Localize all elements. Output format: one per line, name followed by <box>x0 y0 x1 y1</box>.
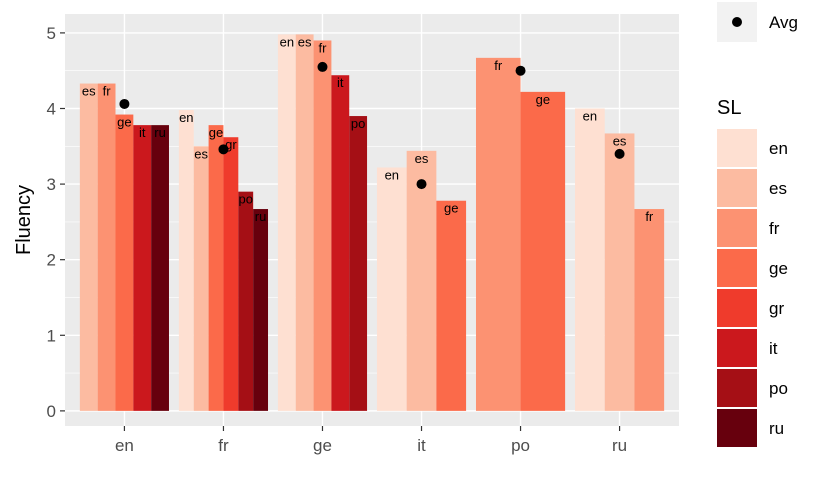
bar-label-ru-es: es <box>613 133 627 148</box>
bar-label-it-en: en <box>385 167 399 182</box>
bar-ge-po <box>349 116 368 411</box>
x-tick-label-po: po <box>511 436 530 455</box>
bar-label-en-fr: fr <box>103 84 112 99</box>
bar-label-ge-es: es <box>298 34 312 49</box>
legend-label-ru: ru <box>769 419 784 438</box>
legend-swatch-fr <box>717 209 757 247</box>
bar-label-fr-po: po <box>238 192 252 207</box>
bar-label-po-ge: ge <box>536 92 550 107</box>
bar-label-fr-en: en <box>179 110 193 125</box>
x-tick-label-it: it <box>417 436 426 455</box>
legend-label-en: en <box>769 139 788 158</box>
y-tick-label: 1 <box>47 326 56 345</box>
legend-avg-label: Avg <box>769 13 798 32</box>
bar-fr-ru <box>253 209 269 411</box>
bar-label-en-ge: ge <box>117 115 131 130</box>
bar-label-fr-ru: ru <box>255 209 267 224</box>
x-tick-label-fr: fr <box>218 436 229 455</box>
bar-ge-fr <box>313 40 332 411</box>
y-axis-title: Fluency <box>13 185 35 255</box>
bar-label-fr-es: es <box>194 146 208 161</box>
avg-point-fr <box>218 144 229 155</box>
bar-label-ge-po: po <box>351 116 365 131</box>
legend-label-po: po <box>769 379 788 398</box>
bar-it-es <box>406 150 437 411</box>
avg-point-it <box>416 179 427 190</box>
avg-points-layer <box>119 61 625 190</box>
bar-fr-po <box>238 191 254 411</box>
bar-en-it <box>133 125 152 411</box>
bar-label-en-ru: ru <box>154 125 166 140</box>
bar-label-it-ge: ge <box>444 201 458 216</box>
bar-ru-es <box>604 133 635 411</box>
bar-en-fr <box>97 83 116 411</box>
bar-label-en-it: it <box>139 125 146 140</box>
bar-it-ge <box>436 200 467 411</box>
bar-label-ge-fr: fr <box>319 40 328 55</box>
bar-it-en <box>376 167 407 411</box>
bar-label-ru-en: en <box>583 108 597 123</box>
bar-po-fr <box>475 57 521 411</box>
y-tick-label: 4 <box>47 99 56 118</box>
bar-po-ge <box>520 91 566 411</box>
avg-point-en <box>119 98 130 109</box>
avg-point-ge <box>317 61 328 72</box>
legend-avg-dot <box>732 17 742 27</box>
legend-label-gr: gr <box>769 299 784 318</box>
bar-label-fr-ge: ge <box>209 125 223 140</box>
y-tick-label: 2 <box>47 251 56 270</box>
legend-label-fr: fr <box>769 219 780 238</box>
x-tick-label-ru: ru <box>612 436 627 455</box>
bars-layer <box>79 34 665 411</box>
bar-ge-es <box>295 34 314 411</box>
y-tick-label: 3 <box>47 175 56 194</box>
bar-fr-es <box>193 146 209 411</box>
legend-swatch-po <box>717 369 757 407</box>
legend: Avg SL en es fr ge gr it po ru <box>717 2 798 447</box>
y-tick-label: 5 <box>47 24 56 43</box>
legend-swatch-es <box>717 169 757 207</box>
bar-en-es <box>79 83 98 411</box>
bar-label-ge-en: en <box>280 34 294 49</box>
bar-ge-en <box>277 34 296 411</box>
legend-label-it: it <box>769 339 778 358</box>
bar-ge-it <box>331 75 350 411</box>
bar-ru-en <box>575 108 605 411</box>
legend-swatch-ge <box>717 249 757 287</box>
legend-label-ge: ge <box>769 259 788 278</box>
bar-fr-ge <box>208 125 224 411</box>
legend-title: SL <box>717 97 741 119</box>
bar-label-it-es: es <box>415 151 429 166</box>
bar-label-en-es: es <box>82 84 96 99</box>
bar-en-ru <box>151 125 169 411</box>
legend-swatch-it <box>717 329 757 367</box>
x-tick-label-ge: ge <box>313 436 332 455</box>
bar-en-ge <box>115 114 134 411</box>
bar-fr-en <box>178 110 194 411</box>
legend-label-es: es <box>769 179 787 198</box>
bar-label-ru-fr: fr <box>645 209 654 224</box>
y-tick-label: 0 <box>47 402 56 421</box>
legend-swatch-ru <box>717 409 757 447</box>
bar-ru-fr <box>634 209 665 411</box>
bar-label-ge-it: it <box>337 75 344 90</box>
y-axis: 0 1 2 3 4 5 <box>47 24 65 421</box>
bar-fr-gr <box>223 137 239 411</box>
avg-point-ru <box>614 148 625 159</box>
avg-point-po <box>515 65 526 76</box>
x-axis: en fr ge it po ru <box>115 426 627 455</box>
x-tick-label-en: en <box>115 436 134 455</box>
legend-swatch-gr <box>717 289 757 327</box>
bar-label-po-fr: fr <box>494 58 503 73</box>
legend-swatch-en <box>717 129 757 167</box>
